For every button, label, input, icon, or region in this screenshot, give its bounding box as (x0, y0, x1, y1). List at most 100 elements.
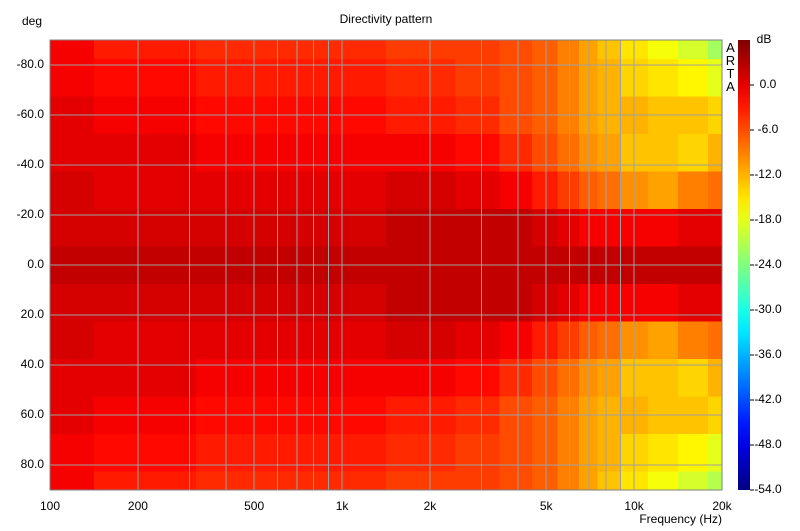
y-tick-label: -60.0 (17, 107, 45, 121)
heatmap-cell (196, 433, 299, 472)
x-axis-label: Frequency (Hz) (639, 512, 722, 526)
heatmap-cell (93, 171, 197, 210)
heatmap-cell (499, 321, 533, 360)
heatmap-cell (707, 133, 723, 172)
heatmap-cell (678, 58, 709, 97)
heatmap-cell (499, 433, 533, 472)
heatmap-cell (196, 40, 299, 60)
heatmap-cell (557, 283, 580, 322)
heatmap-cell (648, 433, 679, 472)
colorbar-tick-label: -30.0 (754, 302, 782, 316)
colorbar-label: dB (757, 32, 772, 46)
y-tick-label: -40.0 (17, 157, 45, 171)
colorbar-tick-label: 0.0 (760, 77, 777, 91)
heatmap-cell (678, 358, 709, 397)
heatmap-cell (50, 40, 95, 60)
heatmap-cell (678, 133, 709, 172)
heatmap-cell (455, 171, 501, 210)
x-tick-label: 200 (128, 499, 148, 513)
heatmap-cell (557, 40, 580, 60)
heatmap-cell (648, 40, 679, 60)
heatmap-cell (50, 283, 95, 322)
heatmap-cell (93, 208, 197, 247)
colorbar-tick-label: -18.0 (754, 212, 782, 226)
heatmap-cell (196, 321, 299, 360)
heatmap-cell (499, 40, 533, 60)
heatmap-cell (707, 358, 723, 397)
heatmap-cell (499, 471, 533, 491)
heatmap-cell (499, 133, 533, 172)
heatmap-cell (597, 283, 621, 322)
colorbar-tick-label: -36.0 (754, 347, 782, 361)
heatmap-cell (648, 171, 679, 210)
y-axis-label: deg (22, 14, 42, 28)
heatmap-cell (648, 471, 679, 491)
x-tick-label: 20k (712, 499, 732, 513)
heatmap-cell (678, 40, 709, 60)
heatmap-cell (532, 208, 559, 247)
heatmap-cell (386, 40, 457, 60)
heatmap-cell (455, 283, 501, 322)
heatmap-cell (707, 433, 723, 472)
heatmap-cell (499, 58, 533, 97)
heatmap-cell (50, 358, 95, 397)
heatmap-cell (386, 283, 457, 322)
heatmap-cell (557, 471, 580, 491)
heatmap-cell (678, 283, 709, 322)
colorbar-tick-label: -48.0 (754, 437, 782, 451)
heatmap-cell (532, 321, 559, 360)
colorbar-tick-label: -6.0 (758, 122, 779, 136)
heatmap-cell (196, 358, 299, 397)
x-tick-label: 5k (540, 499, 554, 513)
heatmap-cell (648, 208, 679, 247)
heatmap-cell (597, 358, 621, 397)
heatmap-cell (50, 133, 95, 172)
logo: ARTA (723, 40, 738, 92)
heatmap-cell (678, 433, 709, 472)
heatmap-cell (532, 40, 559, 60)
heatmap-cell (648, 133, 679, 172)
heatmap-cell (196, 208, 299, 247)
y-tick-label: 60.0 (21, 407, 45, 421)
heatmap-cell (386, 471, 457, 491)
heatmap-cell (557, 433, 580, 472)
x-tick-label: 500 (244, 499, 264, 513)
heatmap-cell (386, 321, 457, 360)
heatmap-cell (707, 208, 723, 247)
heatmap-cell (455, 58, 501, 97)
heatmap-cell (597, 208, 621, 247)
heatmap-cell (707, 171, 723, 210)
heatmap-cell (597, 58, 621, 97)
heatmap-cell (196, 171, 299, 210)
heatmap-cell (648, 321, 679, 360)
heatmap-cell (50, 321, 95, 360)
heatmap-cell (597, 471, 621, 491)
heatmap-cell (50, 208, 95, 247)
colorbar-tick-label: -12.0 (754, 167, 782, 181)
heatmap-cell (532, 471, 559, 491)
heatmap-cell (196, 133, 299, 172)
y-tick-label: 80.0 (21, 457, 45, 471)
heatmap-cell (386, 171, 457, 210)
heatmap-cell (93, 133, 197, 172)
heatmap-cell (455, 321, 501, 360)
heatmap-cell (678, 321, 709, 360)
heatmap-cell (499, 283, 533, 322)
heatmap-cell (50, 58, 95, 97)
heatmap-cell (532, 133, 559, 172)
chart-title: Directivity pattern (340, 12, 433, 26)
x-tick-label: 1k (336, 499, 350, 513)
heatmap-cell (532, 58, 559, 97)
heatmap-cell (678, 471, 709, 491)
heatmap-cell (50, 471, 95, 491)
y-tick-label: -20.0 (17, 207, 45, 221)
heatmap-cell (93, 358, 197, 397)
heatmap-cell (196, 58, 299, 97)
heatmap-cell (50, 171, 95, 210)
y-tick-label: 0.0 (27, 257, 44, 271)
heatmap-cell (707, 283, 723, 322)
heatmap-cell (532, 358, 559, 397)
heatmap-cell (386, 58, 457, 97)
heatmap-cell (455, 40, 501, 60)
